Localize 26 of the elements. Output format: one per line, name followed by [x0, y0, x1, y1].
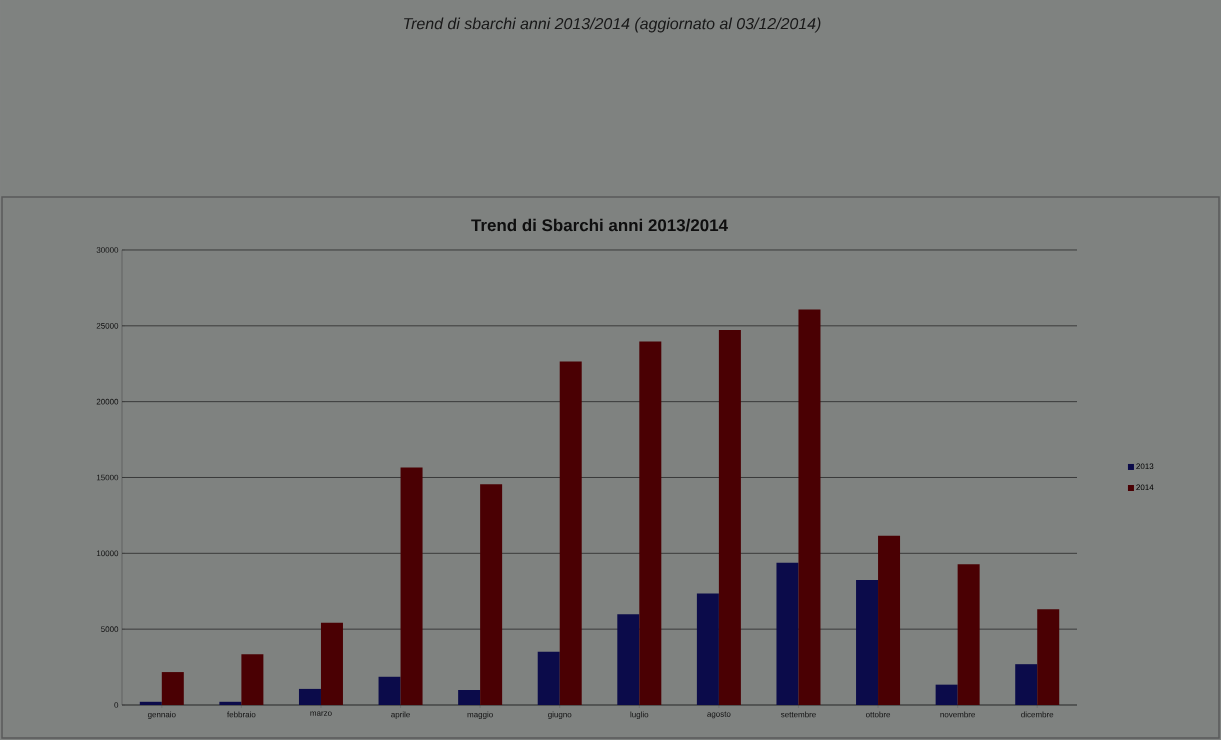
bar: [1015, 664, 1038, 705]
bar: [696, 593, 719, 705]
bar: [537, 651, 560, 705]
bar: [320, 622, 343, 705]
bar: [878, 535, 901, 705]
text: Trend di sbarchi anni 2013/2014 (aggiornato al 03/12/2014): [404, 17, 821, 33]
bar: [219, 701, 242, 705]
bar: [241, 654, 264, 705]
bar: [400, 467, 423, 705]
bar: [298, 688, 321, 705]
bar: [480, 484, 503, 705]
bar: [559, 361, 582, 705]
bar: [378, 676, 401, 705]
bar: [639, 341, 662, 705]
bar: [1037, 609, 1060, 705]
bar: [161, 672, 184, 705]
bar: [776, 562, 799, 705]
chart-title: Trend di Sbarchi anni 2013/2014: [471, 218, 728, 232]
bar: [458, 689, 481, 705]
bar: [798, 309, 821, 705]
bar: [935, 684, 958, 705]
bar: [617, 614, 640, 705]
bar: [139, 701, 162, 705]
bar: [856, 580, 879, 705]
bar: [957, 564, 980, 705]
bar: [718, 329, 741, 705]
